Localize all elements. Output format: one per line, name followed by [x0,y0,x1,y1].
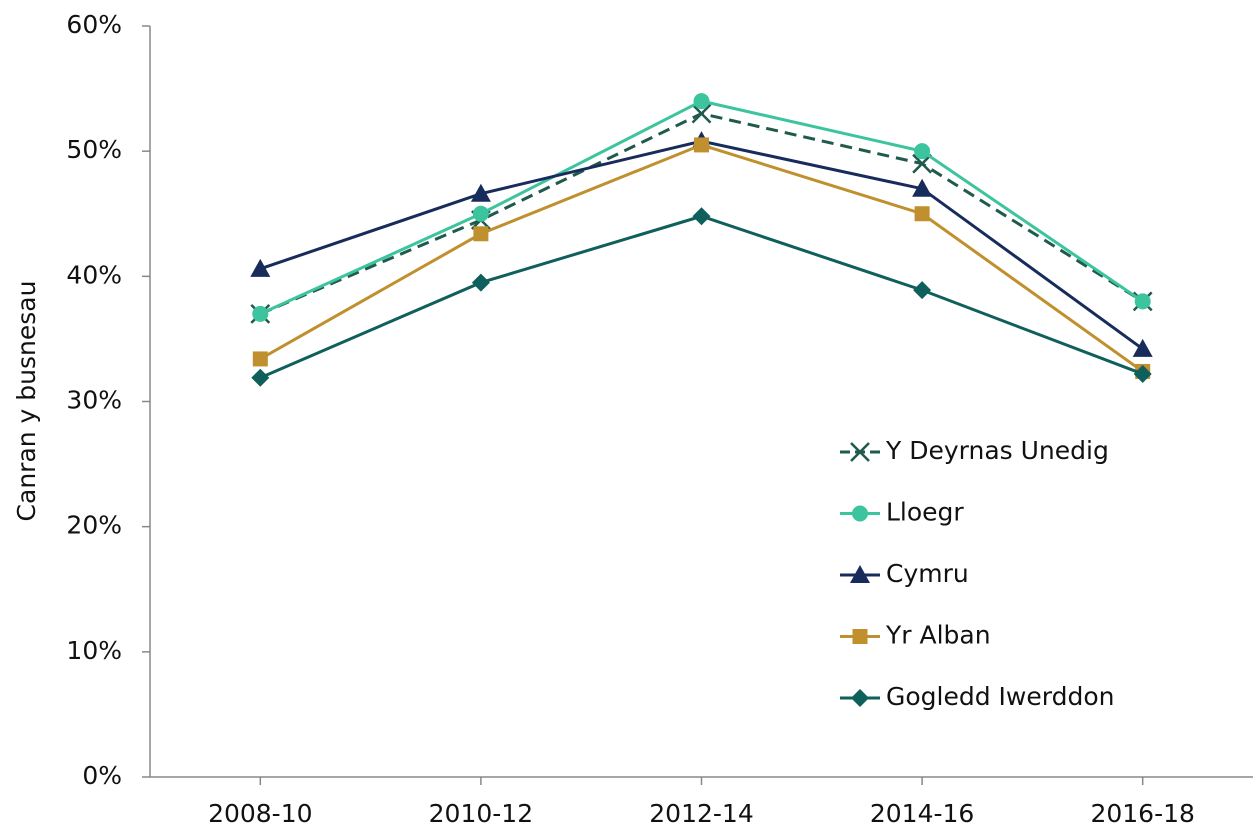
x-tick-label: 2008-10 [208,799,312,828]
marker [1133,364,1152,383]
marker [912,153,932,174]
legend-label: Lloegr [886,498,964,527]
x-tick-label: 2012-14 [649,799,753,828]
legend-label: Gogledd Iwerddon [886,682,1114,711]
y-axis-label: Canran y busnesau [12,281,41,522]
y-tick-label: 0% [82,761,122,790]
marker [850,442,870,462]
marker [252,305,269,322]
marker [694,137,709,153]
y-tick-label: 60% [66,10,122,39]
marker [1134,293,1151,310]
y-tick-label: 10% [66,636,122,665]
marker [852,505,868,522]
x-tick-label: 2014-16 [870,799,974,828]
x-tick-label: 2016-18 [1090,799,1194,828]
marker [914,143,931,160]
legend-label: Y Deyrnas Unedig [885,436,1109,465]
marker [1132,338,1153,357]
y-tick-label: 30% [66,386,122,415]
legend-label: Cymru [886,559,969,588]
marker [914,206,930,222]
marker [693,93,710,110]
series-line [259,139,1144,351]
marker [912,178,933,197]
marker [913,281,932,300]
marker [470,183,491,202]
marker [691,103,712,124]
series-line [259,214,1144,380]
x-tick-label: 2010-12 [429,799,533,828]
y-tick-label: 40% [66,260,122,289]
marker [851,689,869,707]
marker [251,368,270,387]
y-tick-label: 50% [66,135,122,164]
marker [692,207,711,226]
marker [850,565,870,583]
marker [250,258,271,277]
marker [472,205,489,222]
marker [852,629,868,644]
y-tick-label: 20% [66,511,122,540]
legend-label: Yr Alban [885,621,991,650]
marker [471,273,490,292]
marker [473,226,489,242]
marker [252,351,268,367]
